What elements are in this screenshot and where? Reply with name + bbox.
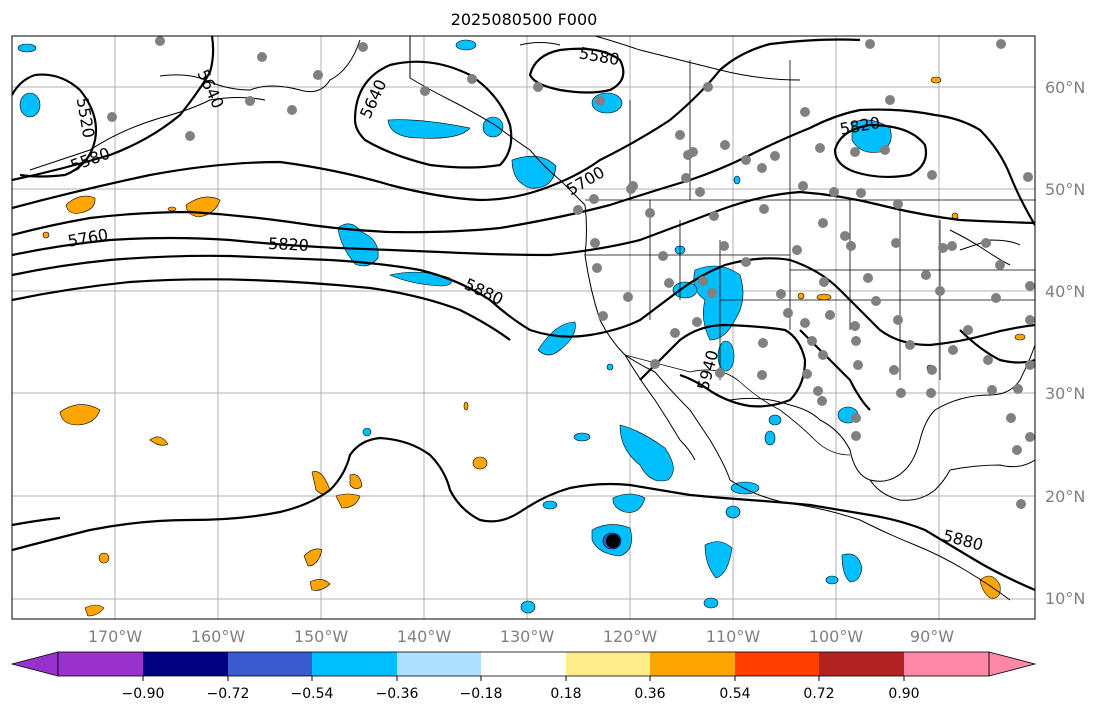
colorbar-segment [397, 652, 481, 676]
colorbar-segment [58, 652, 143, 676]
map-frame [11, 35, 1036, 620]
colorbar-segment [143, 652, 228, 676]
lat-label: 60°N [1045, 78, 1085, 97]
colorbar-segment [312, 652, 397, 676]
colorbar-segment [819, 652, 904, 676]
colorbar-label: −0.18 [460, 686, 503, 702]
colorbar-segment [904, 652, 989, 676]
map-title: 2025080500 F000 [450, 10, 598, 29]
colorbar-label: −0.72 [207, 686, 250, 702]
colorbar-segment [481, 652, 566, 676]
lon-label: 130°W [500, 627, 555, 646]
borders [409, 36, 1035, 456]
colorbar-label: 0.72 [803, 686, 834, 702]
latitude-labels: 10°N 20°N 30°N 40°N 50°N 60°N [1045, 78, 1085, 608]
contour-label: 5640 [356, 76, 390, 121]
colorbar-label: −0.54 [291, 686, 334, 702]
colorbar-label: 0.90 [888, 686, 919, 702]
contour-label: 5820 [268, 234, 310, 255]
colorbar-label: −0.36 [376, 686, 419, 702]
colorbar-label: −0.90 [122, 686, 165, 702]
colorbar-segment [566, 652, 650, 676]
colorbar: −0.90 −0.72 −0.54 −0.36 −0.18 0.18 0.36 … [10, 651, 1037, 702]
gridlines [12, 36, 1035, 619]
contour-labels: 5520 5580 5640 5580 5640 5700 5760 5820 … [66, 43, 985, 554]
lon-label: 100°W [809, 627, 864, 646]
contour-label: 5580 [68, 144, 113, 176]
contour-label: 5880 [461, 274, 506, 308]
colorbar-extend-max [988, 651, 1037, 677]
colorbar-ticks [142, 676, 905, 681]
colorbar-label: 0.36 [634, 686, 665, 702]
height-contours [12, 36, 1035, 592]
contour-label: 5760 [66, 225, 109, 251]
lon-label: 90°W [910, 627, 954, 646]
lon-label: 140°W [397, 627, 452, 646]
lat-label: 50°N [1045, 180, 1085, 199]
colorbar-segment [228, 652, 312, 676]
colorbar-extend-min [10, 651, 59, 677]
contour-label: 5880 [941, 526, 985, 555]
lon-label: 170°W [88, 627, 143, 646]
lat-label: 40°N [1045, 282, 1085, 301]
lon-label: 160°W [191, 627, 246, 646]
lon-label: 110°W [706, 627, 761, 646]
colorbar-segment [650, 652, 735, 676]
lon-label: 120°W [603, 627, 658, 646]
contour-label: 5580 [578, 43, 621, 69]
strong-negative-fill [602, 532, 622, 550]
lon-label: 150°W [294, 627, 349, 646]
lat-label: 20°N [1045, 487, 1085, 506]
colorbar-segment [735, 652, 819, 676]
longitude-labels: 170°W 160°W 150°W 140°W 130°W 120°W 110°… [88, 627, 954, 646]
station-dots [107, 36, 1035, 509]
lat-label: 30°N [1045, 384, 1085, 403]
colorbar-label: 0.54 [719, 686, 750, 702]
lat-label: 10°N [1045, 589, 1085, 608]
coastlines [29, 36, 1035, 601]
contour-label: 5700 [563, 162, 608, 199]
contour-label: 5520 [73, 96, 99, 139]
negative-anomaly-fill [17, 39, 934, 614]
colorbar-label: 0.18 [550, 686, 581, 702]
colorbar-frame [57, 651, 990, 677]
